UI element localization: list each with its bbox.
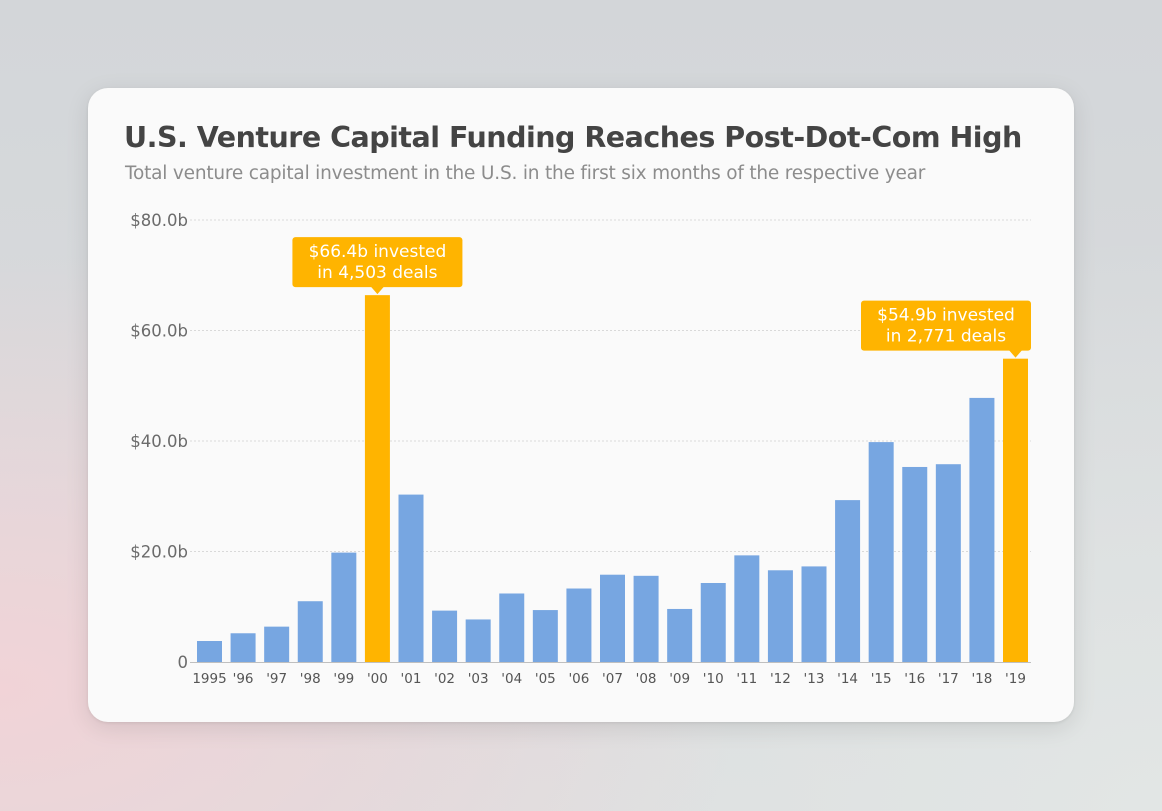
chart-subtitle: Total venture capital investment in the … xyxy=(125,163,926,184)
bar-23 xyxy=(969,397,995,662)
callout-text: in 2,771 deals xyxy=(886,327,1006,347)
callout-pointer xyxy=(1008,349,1023,358)
x-tick-label: '13 xyxy=(804,671,825,687)
x-tick-label: '15 xyxy=(871,671,892,687)
x-tick-label: '98 xyxy=(300,671,321,687)
callout-box xyxy=(861,300,1031,351)
bar-15 xyxy=(700,582,726,662)
x-tick-label: '07 xyxy=(602,671,623,687)
x-tick-label: '19 xyxy=(1005,671,1026,687)
x-tick-label: '12 xyxy=(770,671,791,687)
bar-17 xyxy=(767,570,793,662)
bar-7 xyxy=(432,610,458,662)
callout-pointer xyxy=(370,286,385,295)
callout-text: $54.9b invested xyxy=(877,306,1015,326)
bar-0 xyxy=(197,641,222,662)
x-tick-label: '96 xyxy=(233,671,254,687)
bar-11 xyxy=(566,588,592,662)
bar-21 xyxy=(902,466,928,662)
bar-16 xyxy=(734,555,760,662)
bar-24 xyxy=(1003,358,1028,662)
x-tick-label: '97 xyxy=(266,671,287,687)
x-tick-label: '02 xyxy=(434,671,455,687)
x-tick-label: '01 xyxy=(401,671,422,687)
x-tick-label: '11 xyxy=(736,671,757,687)
x-tick-label: '17 xyxy=(938,671,959,687)
y-tick-label: $20.0b xyxy=(130,543,188,562)
bar-10 xyxy=(532,610,558,662)
bar-1 xyxy=(230,633,256,662)
x-tick-label: '08 xyxy=(636,671,657,687)
x-tick-label: '10 xyxy=(703,671,724,687)
x-tick-label: '18 xyxy=(971,671,992,687)
bar-6 xyxy=(398,494,424,662)
bar-19 xyxy=(835,500,861,662)
callout-text: in 4,503 deals xyxy=(317,263,437,283)
chart-card: U.S. Venture Capital Funding Reaches Pos… xyxy=(88,88,1074,722)
bar-9 xyxy=(499,593,525,662)
bar-13 xyxy=(633,575,659,662)
x-tick-label: '09 xyxy=(669,671,690,687)
x-tick-label: '06 xyxy=(568,671,589,687)
bar-2 xyxy=(264,626,290,662)
bar-22 xyxy=(935,464,961,662)
bar-14 xyxy=(667,608,693,662)
x-tick-label: '04 xyxy=(501,671,522,687)
callout-box xyxy=(292,237,463,288)
bar-4 xyxy=(331,552,357,662)
x-tick-label: '00 xyxy=(367,671,388,687)
x-tick-label: '99 xyxy=(333,671,354,687)
chart-title: U.S. Venture Capital Funding Reaches Pos… xyxy=(124,121,1022,154)
bar-chart: 0 $20.0b $40.0b $60.0b $80.0b 1995 '96 '97 '98 '9… xyxy=(130,211,1031,687)
x-tick-label: '05 xyxy=(535,671,556,687)
bar-18 xyxy=(801,566,827,662)
callout-text: $66.4b invested xyxy=(309,242,447,262)
y-tick-label: $60.0b xyxy=(130,322,188,341)
y-tick-label: 0 xyxy=(178,653,189,672)
bar-12 xyxy=(600,574,625,662)
bar-3 xyxy=(297,601,323,662)
bar-20 xyxy=(868,442,894,662)
x-tick-label: 1995 xyxy=(192,671,226,687)
bar-8 xyxy=(465,619,491,662)
x-tick-label: '03 xyxy=(468,671,489,687)
x-tick-label: '14 xyxy=(837,671,858,687)
bar-5 xyxy=(364,295,390,662)
x-tick-label: '16 xyxy=(904,671,925,687)
y-tick-label: $40.0b xyxy=(130,432,188,451)
y-tick-label: $80.0b xyxy=(130,211,188,230)
